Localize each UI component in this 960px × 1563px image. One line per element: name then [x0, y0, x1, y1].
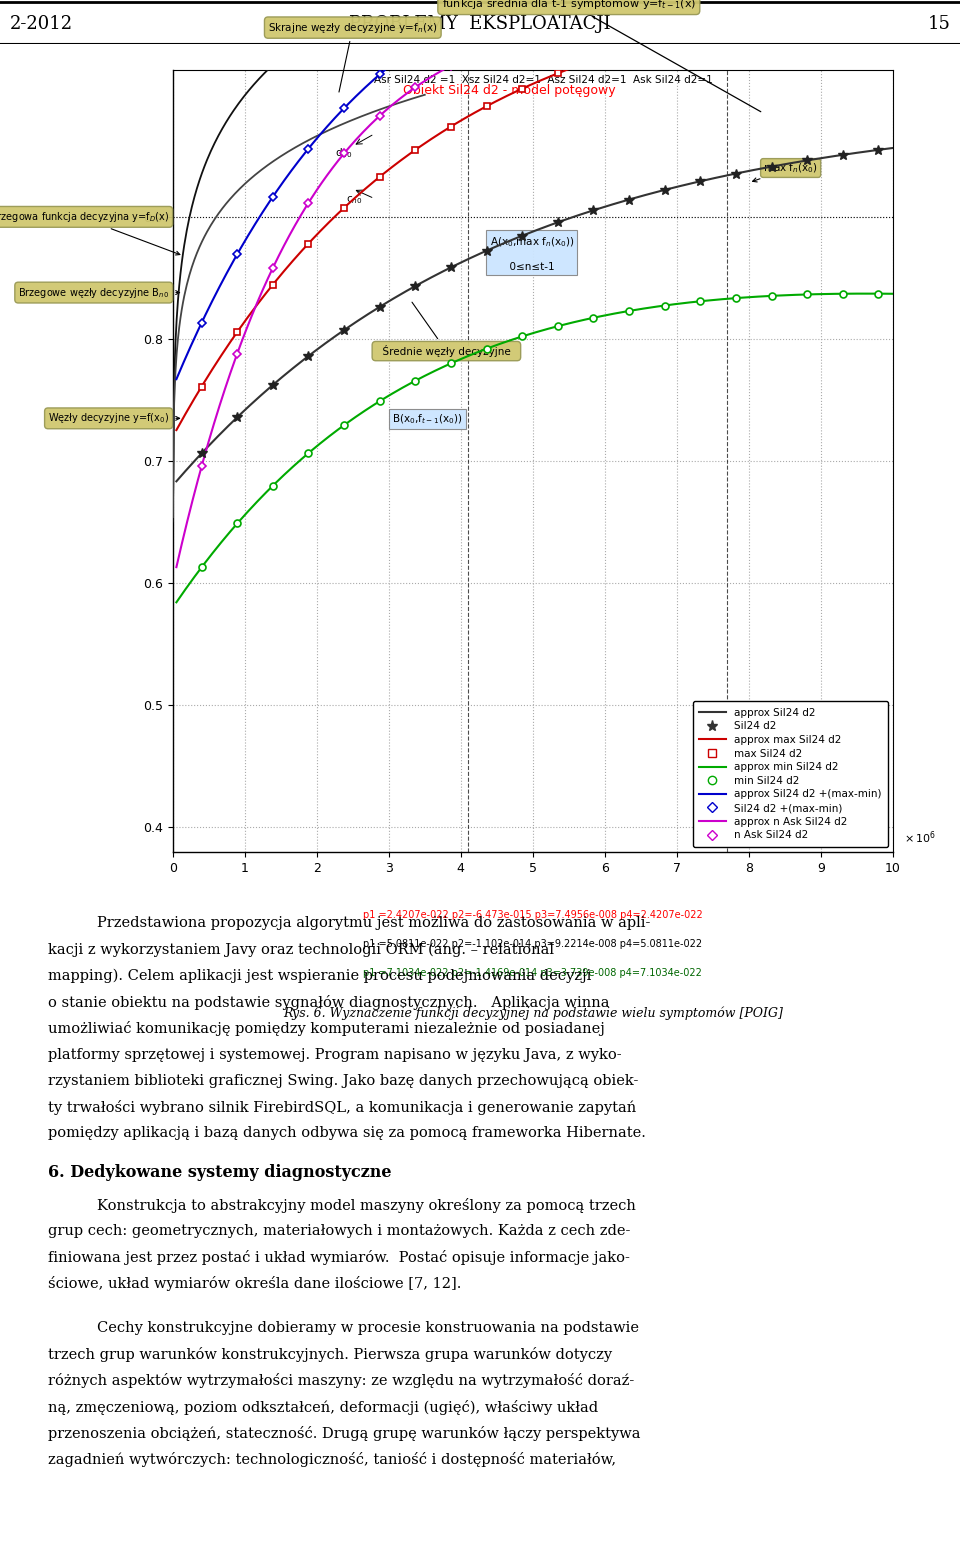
Text: PROBLEMY  EKSPLOATACJI: PROBLEMY EKSPLOATACJI: [349, 16, 611, 33]
Text: A(x$_0$,max f$_n$(x$_0$))

      0≤n≤t-1: A(x$_0$,max f$_n$(x$_0$)) 0≤n≤t-1: [490, 234, 574, 272]
Legend: approx Sil24 d2, Sil24 d2, approx max Sil24 d2, max Sil24 d2, approx min Sil24 d: approx Sil24 d2, Sil24 d2, approx max Si…: [693, 702, 888, 847]
Text: zagadnień wytwórczych: technologiczność, taniość i dostępność materiałów,: zagadnień wytwórczych: technologiczność,…: [48, 1452, 616, 1468]
Text: umożliwiać komunikację pomiędzy komputerami niezależnie od posiadanej: umożliwiać komunikację pomiędzy komputer…: [48, 1022, 605, 1036]
Text: Skrajne węzły decyzyjne y=f$_n$(x): Skrajne węzły decyzyjne y=f$_n$(x): [268, 20, 438, 92]
Text: p1 =2.4207e-022 p2=-6.473e-015 p3=7.4956e-008 p4=2.4207e-022: p1 =2.4207e-022 p2=-6.473e-015 p3=7.4956…: [363, 910, 703, 921]
Text: kacji z wykorzystaniem Javy oraz technologii ORM (ang. – relational: kacji z wykorzystaniem Javy oraz technol…: [48, 942, 554, 957]
Text: Konstrukcja to abstrakcyjny model maszyny określony za pomocą trzech: Konstrukcja to abstrakcyjny model maszyn…: [97, 1197, 636, 1213]
Text: pomiędzy aplikacją i bazą danych odbywa się za pomocą frameworka Hibernate.: pomiędzy aplikacją i bazą danych odbywa …: [48, 1127, 646, 1141]
Text: Węzły decyzyjne y=f(x$_0$): Węzły decyzyjne y=f(x$_0$): [48, 411, 180, 425]
Text: ną, zmęczeniową, poziom odkształceń, deformacji (ugięć), właściwy układ: ną, zmęczeniową, poziom odkształceń, def…: [48, 1399, 598, 1415]
Text: Rys. 6. Wyznaczenie funkcji decyzyjnej na podstawie wielu symptomów [POIG]: Rys. 6. Wyznaczenie funkcji decyzyjnej n…: [283, 1007, 782, 1021]
Text: o stanie obiektu na podstawie sygnałów diagnostycznych.   Aplikacja winna: o stanie obiektu na podstawie sygnałów d…: [48, 996, 610, 1010]
Text: grup cech: geometrycznych, materiałowych i montażowych. Każda z cech zde-: grup cech: geometrycznych, materiałowych…: [48, 1224, 631, 1238]
Text: p1 =5.0811e-022 p2=-1.102e-014 p3=9.2214e-008 p4=5.0811e-022: p1 =5.0811e-022 p2=-1.102e-014 p3=9.2214…: [363, 939, 703, 949]
Text: przenoszenia obciążeń, stateczność. Drugą grupę warunków łączy perspektywa: przenoszenia obciążeń, stateczność. Drug…: [48, 1425, 640, 1441]
Text: B(x$_0$,f$_{t-1}$(x$_0$)): B(x$_0$,f$_{t-1}$(x$_0$)): [393, 413, 463, 425]
Text: finiowana jest przez postać i układ wymiarów.  Postać opisuje informacje jako-: finiowana jest przez postać i układ wymi…: [48, 1250, 630, 1264]
Text: Średnie węzły decyzyjne: Średnie węzły decyzyjne: [375, 302, 517, 356]
Text: 15: 15: [927, 16, 950, 33]
Text: różnych aspektów wytrzymałości maszyny: ze względu na wytrzymałość doraź-: różnych aspektów wytrzymałości maszyny: …: [48, 1374, 635, 1388]
Text: ty trwałości wybrano silnik FirebirdSQL, a komunikacja i generowanie zapytań: ty trwałości wybrano silnik FirebirdSQL,…: [48, 1100, 636, 1114]
Text: mapping). Celem aplikacji jest wspieranie procesu podejmowania decyzji: mapping). Celem aplikacji jest wspierani…: [48, 969, 591, 983]
Text: Przedstawiona propozycja algorytmu jest możliwa do zastosowania w apli-: Przedstawiona propozycja algorytmu jest …: [97, 916, 651, 930]
Text: p1 =7.1034e-022 p2=-1.4169e-014 p3=3.739e-008 p4=7.1034e-022: p1 =7.1034e-022 p2=-1.4169e-014 p3=3.739…: [364, 967, 702, 978]
Text: funkcja średnia dla t-1 symptomów y=f$_{t-1}$(x): funkcja średnia dla t-1 symptomów y=f$_{…: [442, 0, 760, 111]
Text: Cechy konstrukcyjne dobieramy w procesie konstruowania na podstawie: Cechy konstrukcyjne dobieramy w procesie…: [97, 1321, 639, 1335]
Text: platformy sprzętowej i systemowej. Program napisano w języku Java, z wyko-: platformy sprzętowej i systemowej. Progr…: [48, 1047, 622, 1061]
Text: $\times\,10^6$: $\times\,10^6$: [903, 828, 935, 846]
Text: max f$_n$(x$_0$): max f$_n$(x$_0$): [753, 161, 818, 181]
Text: trzech grup warunków konstrukcyjnych. Pierwsza grupa warunków dotyczy: trzech grup warunków konstrukcyjnych. Pi…: [48, 1347, 612, 1361]
Text: 2-2012: 2-2012: [10, 16, 73, 33]
Text: ściowe, układ wymiarów określa dane ilościowe [7, 12].: ściowe, układ wymiarów określa dane iloś…: [48, 1277, 462, 1291]
Text: rzystaniem biblioteki graficznej Swing. Jako bazę danych przechowującą obiek-: rzystaniem biblioteki graficznej Swing. …: [48, 1074, 638, 1088]
Text: Brzegowe węzły decyzyjne B$_{n0}$: Brzegowe węzły decyzyjne B$_{n0}$: [18, 286, 180, 300]
Text: Brzegowa funkcja decyzyjna y=f$_D$(x): Brzegowa funkcja decyzyjna y=f$_D$(x): [0, 209, 180, 255]
Text: c$_{n0}$: c$_{n0}$: [346, 194, 362, 206]
Text: d$_{n0}$: d$_{n0}$: [335, 145, 352, 159]
Text: Asr Sil24 d2 =1  Xsz Sil24 d2=1  Asz Sil24 d2=1  Ask Sil24 d2=1: Asr Sil24 d2 =1 Xsz Sil24 d2=1 Asz Sil24…: [374, 75, 713, 84]
Text: Obiekt Sil24 d2 - model potęgowy: Obiekt Sil24 d2 - model potęgowy: [403, 84, 615, 97]
Text: 6. Dedykowane systemy diagnostyczne: 6. Dedykowane systemy diagnostyczne: [48, 1163, 392, 1180]
